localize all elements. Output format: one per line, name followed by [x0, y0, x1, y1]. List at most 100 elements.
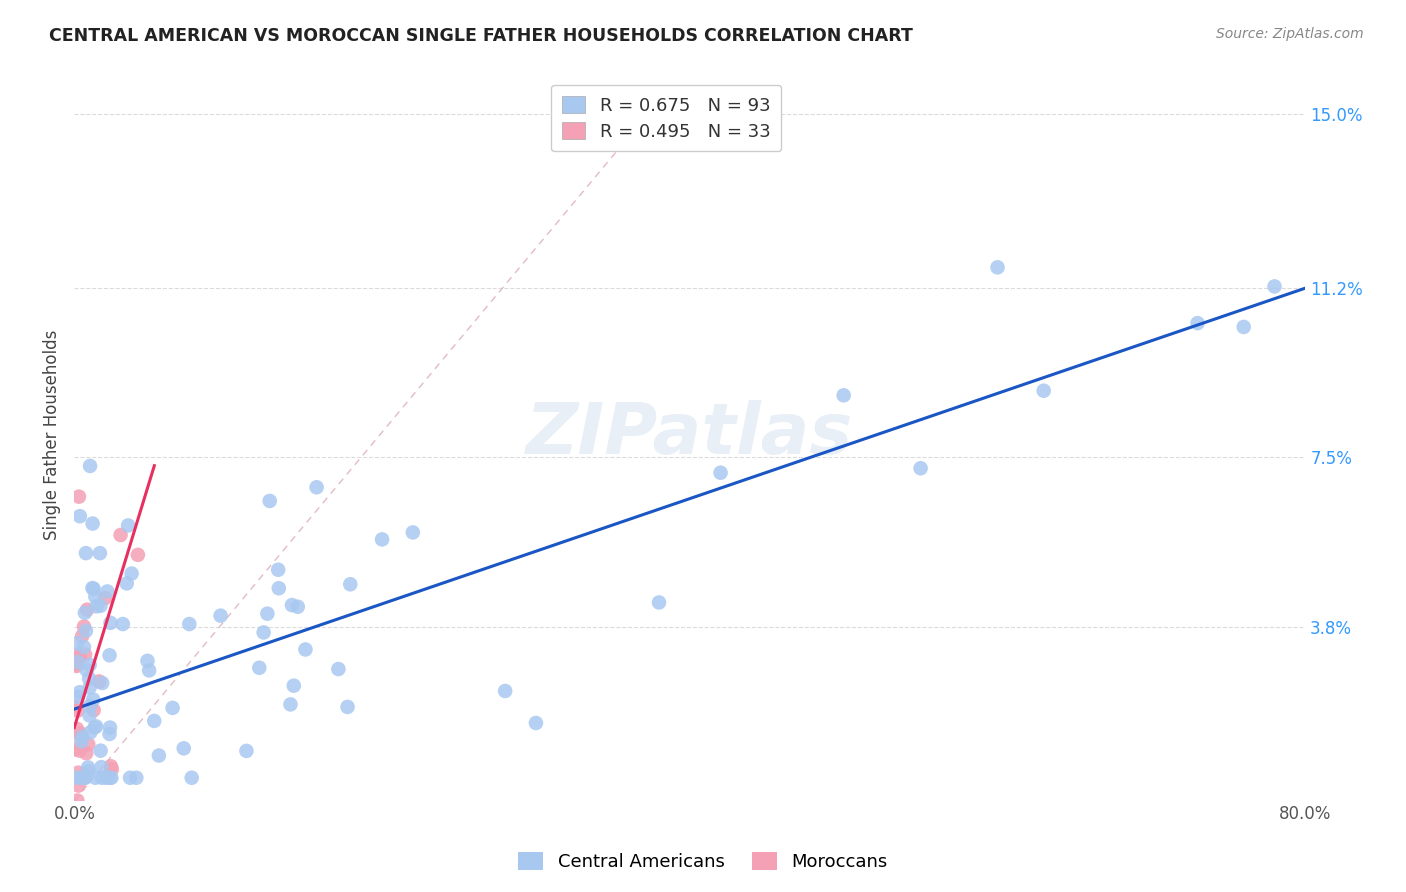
Point — [73, 770, 96, 784]
Point — [118, 771, 141, 785]
Point — [524, 716, 547, 731]
Point — [89, 599, 111, 613]
Point — [90, 771, 112, 785]
Point — [121, 566, 143, 581]
Point — [79, 725, 101, 739]
Point — [402, 525, 425, 540]
Point — [1263, 279, 1285, 293]
Point — [79, 708, 101, 723]
Point — [287, 599, 309, 614]
Point — [98, 648, 121, 663]
Point — [84, 590, 107, 604]
Point — [98, 727, 121, 741]
Text: Source: ZipAtlas.com: Source: ZipAtlas.com — [1216, 27, 1364, 41]
Point — [281, 598, 304, 612]
Point — [294, 642, 316, 657]
Point — [94, 591, 117, 605]
Point — [73, 769, 96, 783]
Point — [73, 771, 96, 785]
Point — [73, 606, 96, 620]
Point — [69, 726, 91, 740]
Point — [371, 533, 394, 547]
Point — [66, 704, 89, 718]
Point — [101, 762, 124, 776]
Point — [77, 764, 100, 779]
Point — [66, 655, 89, 669]
Point — [65, 771, 87, 785]
Legend: Central Americans, Moroccans: Central Americans, Moroccans — [510, 846, 896, 879]
Point — [72, 771, 94, 785]
Point — [1032, 384, 1054, 398]
Point — [305, 480, 328, 494]
Point — [67, 490, 90, 504]
Point — [117, 518, 139, 533]
Point — [75, 648, 97, 662]
Point — [76, 602, 98, 616]
Point — [84, 771, 107, 785]
Point — [72, 730, 94, 744]
Point — [79, 699, 101, 714]
Point — [65, 699, 87, 714]
Point — [148, 748, 170, 763]
Point — [65, 803, 87, 817]
Point — [125, 771, 148, 785]
Point — [66, 657, 89, 671]
Point — [494, 684, 516, 698]
Point — [90, 744, 112, 758]
Point — [280, 698, 302, 712]
Point — [180, 771, 202, 785]
Point — [73, 619, 96, 633]
Point — [96, 771, 118, 785]
Point — [63, 742, 86, 756]
Point — [259, 494, 281, 508]
Point — [173, 741, 195, 756]
Point — [70, 734, 93, 748]
Point — [256, 607, 278, 621]
Point — [336, 700, 359, 714]
Point — [110, 528, 132, 542]
Point — [91, 676, 114, 690]
Legend: R = 0.675   N = 93, R = 0.495   N = 33: R = 0.675 N = 93, R = 0.495 N = 33 — [551, 85, 782, 152]
Point — [267, 563, 290, 577]
Point — [253, 625, 276, 640]
Point — [267, 581, 290, 595]
Point — [910, 461, 932, 475]
Point — [65, 659, 87, 673]
Point — [1233, 320, 1256, 334]
Point — [73, 640, 96, 654]
Point — [100, 615, 122, 630]
Point — [75, 624, 97, 638]
Point — [82, 692, 104, 706]
Point — [328, 662, 350, 676]
Point — [70, 730, 93, 744]
Point — [138, 664, 160, 678]
Point — [69, 509, 91, 524]
Point — [143, 714, 166, 728]
Point — [89, 546, 111, 560]
Point — [69, 875, 91, 889]
Point — [83, 582, 105, 596]
Point — [63, 648, 86, 662]
Point — [179, 617, 201, 632]
Point — [209, 608, 232, 623]
Point — [84, 719, 107, 733]
Point — [75, 546, 97, 560]
Point — [66, 636, 89, 650]
Point — [235, 744, 257, 758]
Point — [82, 581, 104, 595]
Point — [83, 703, 105, 717]
Point — [709, 466, 731, 480]
Point — [79, 458, 101, 473]
Point — [66, 722, 89, 736]
Point — [162, 701, 184, 715]
Point — [66, 793, 89, 807]
Point — [986, 260, 1008, 275]
Point — [66, 690, 89, 704]
Point — [100, 771, 122, 785]
Point — [98, 721, 121, 735]
Point — [77, 760, 100, 774]
Point — [69, 744, 91, 758]
Point — [247, 661, 270, 675]
Point — [98, 771, 121, 785]
Point — [70, 771, 93, 785]
